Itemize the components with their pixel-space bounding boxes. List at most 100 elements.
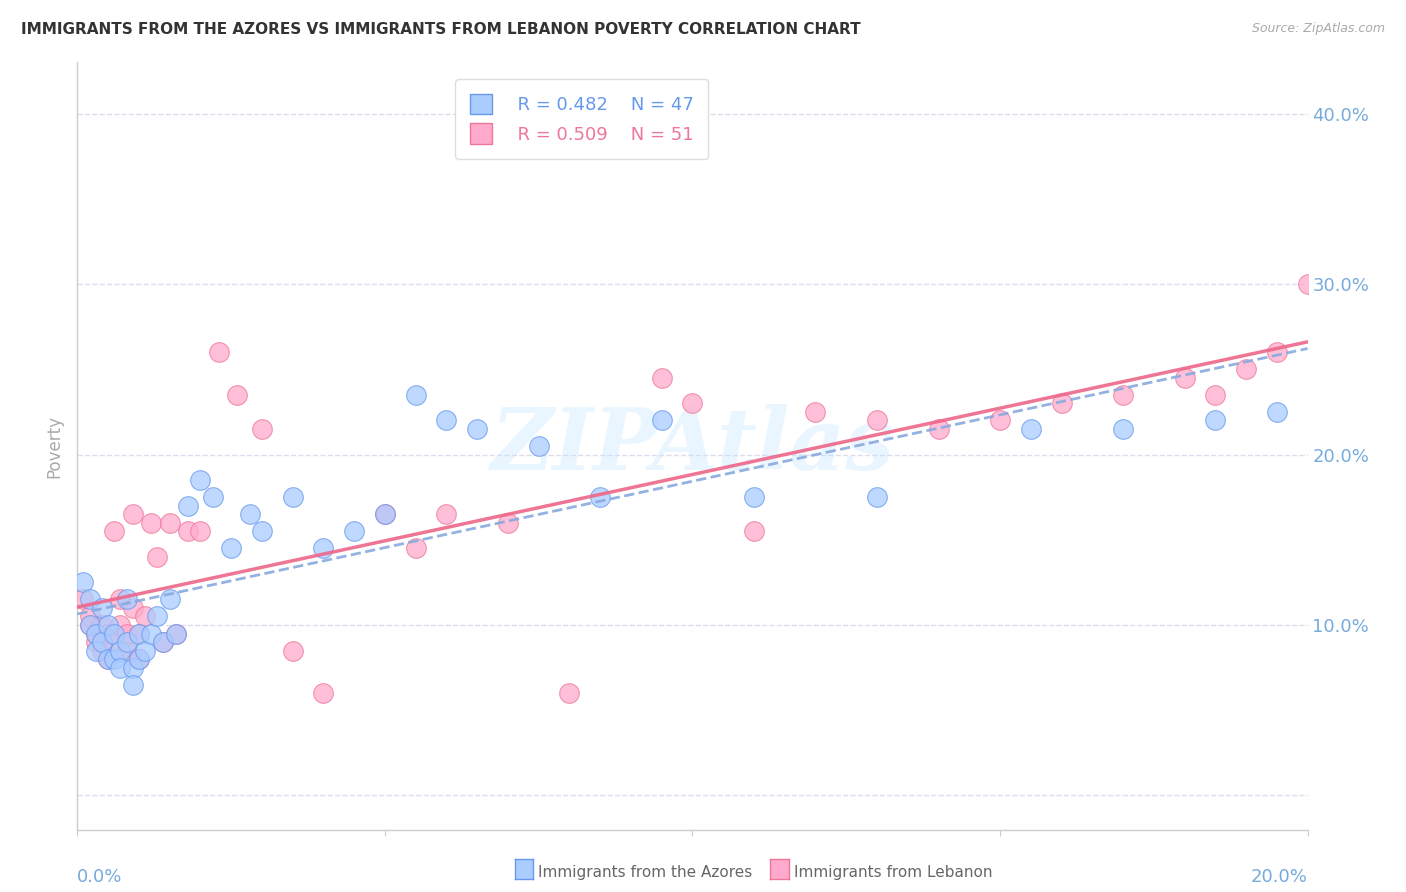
Point [465, 422, 488, 436]
Point [651, 413, 673, 427]
Point [496, 516, 519, 530]
Point [1112, 388, 1135, 402]
Point [1265, 405, 1288, 419]
Point [188, 473, 212, 487]
Point [219, 541, 242, 556]
Point [527, 439, 550, 453]
Text: Immigrants from Lebanon: Immigrants from Lebanon [794, 865, 993, 880]
Legend:   R = 0.482    N = 47,   R = 0.509    N = 51: R = 0.482 N = 47, R = 0.509 N = 51 [456, 79, 709, 159]
Point [1204, 413, 1226, 427]
Point [97, 652, 120, 666]
Text: Source: ZipAtlas.com: Source: ZipAtlas.com [1251, 22, 1385, 36]
Point [1296, 277, 1319, 291]
Point [405, 541, 427, 556]
Point [84, 626, 107, 640]
Point [165, 626, 187, 640]
Point [1050, 396, 1073, 410]
Point [312, 686, 335, 700]
Point [312, 541, 335, 556]
Point [1234, 362, 1257, 376]
Text: Immigrants from the Azores: Immigrants from the Azores [538, 865, 752, 880]
Point [115, 626, 138, 640]
Point [110, 660, 132, 674]
Point [988, 413, 1011, 427]
Point [72, 592, 94, 607]
Point [558, 686, 581, 700]
Point [79, 618, 101, 632]
Point [1204, 388, 1226, 402]
Point [79, 618, 101, 632]
Point [72, 575, 94, 590]
Point [84, 635, 107, 649]
Point [374, 507, 396, 521]
Point [250, 422, 273, 436]
Y-axis label: Poverty: Poverty [45, 415, 63, 477]
Point [79, 609, 101, 624]
Point [146, 549, 169, 564]
Point [90, 643, 114, 657]
Point [201, 490, 224, 504]
Point [121, 601, 143, 615]
Point [110, 618, 132, 632]
Point [103, 652, 125, 666]
Point [115, 635, 138, 649]
Point [103, 524, 125, 539]
Point [134, 643, 156, 657]
Point [97, 626, 120, 640]
Point [866, 490, 889, 504]
Point [239, 507, 262, 521]
Point [141, 626, 163, 640]
Point [146, 609, 169, 624]
Point [436, 413, 458, 427]
Point [97, 618, 120, 632]
Point [115, 643, 138, 657]
Point [110, 643, 132, 657]
Point [281, 643, 304, 657]
Point [141, 516, 163, 530]
Text: IMMIGRANTS FROM THE AZORES VS IMMIGRANTS FROM LEBANON POVERTY CORRELATION CHART: IMMIGRANTS FROM THE AZORES VS IMMIGRANTS… [21, 22, 860, 37]
Point [121, 660, 143, 674]
Point [165, 626, 187, 640]
Point [128, 652, 150, 666]
Point [110, 592, 132, 607]
Point [208, 345, 231, 359]
Point [1019, 422, 1042, 436]
Point [84, 626, 107, 640]
Point [134, 609, 156, 624]
Point [90, 601, 114, 615]
Point [128, 652, 150, 666]
Point [177, 499, 200, 513]
Point [188, 524, 212, 539]
Point [90, 635, 114, 649]
Point [115, 592, 138, 607]
Point [79, 592, 101, 607]
Point [589, 490, 612, 504]
Point [128, 626, 150, 640]
Point [90, 618, 114, 632]
Point [84, 643, 107, 657]
Point [651, 371, 673, 385]
Text: 20.0%: 20.0% [1251, 869, 1308, 887]
Point [159, 592, 181, 607]
Point [121, 507, 143, 521]
Point [928, 422, 950, 436]
Point [128, 626, 150, 640]
Point [1112, 422, 1135, 436]
Point [804, 405, 827, 419]
Point [177, 524, 200, 539]
Point [1265, 345, 1288, 359]
Point [343, 524, 366, 539]
Point [866, 413, 889, 427]
Point [159, 516, 181, 530]
Text: ZIPAtlas: ZIPAtlas [491, 404, 894, 488]
Point [121, 678, 143, 692]
Point [742, 524, 765, 539]
Point [152, 635, 174, 649]
Point [97, 652, 120, 666]
Point [682, 396, 704, 410]
Point [152, 635, 174, 649]
Point [374, 507, 396, 521]
Point [1174, 371, 1197, 385]
Point [281, 490, 304, 504]
Point [226, 388, 249, 402]
